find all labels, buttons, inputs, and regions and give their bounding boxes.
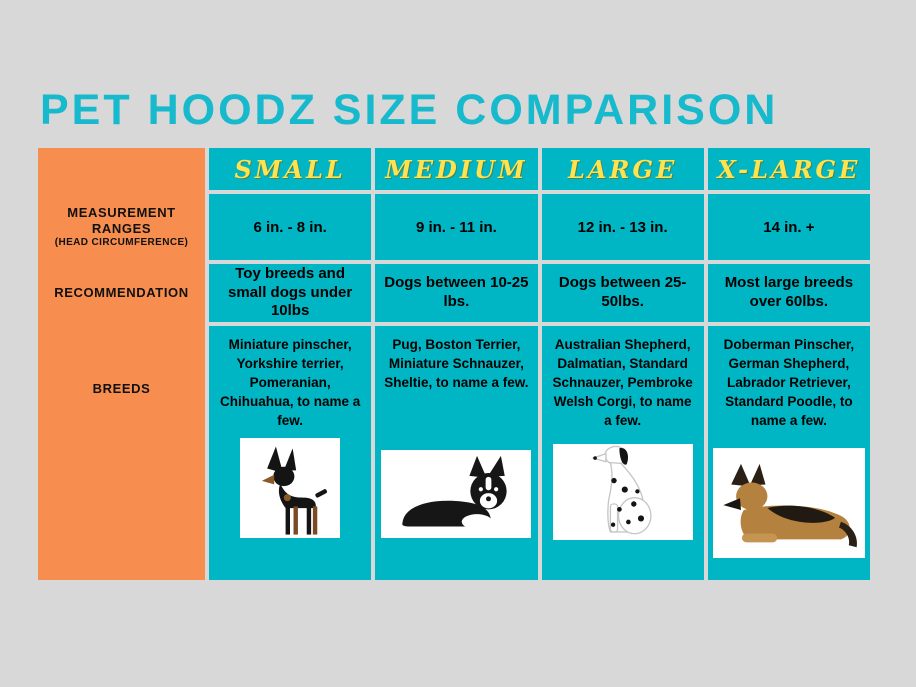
recommendation-small: Toy breeds and small dogs under 10lbs <box>209 264 372 322</box>
german-shepherd-photo <box>712 448 865 558</box>
row-label-measurement: MEASUREMENT RANGES (HEAD CIRCUMFERENCE) <box>38 194 205 260</box>
breeds-xlarge-text: Doberman Pinscher, German Shepherd, Labr… <box>723 337 855 428</box>
boston-terrier-icon <box>402 455 508 530</box>
range-xlarge: 14 in. + <box>707 194 870 260</box>
column-header-medium: MEDIUM <box>375 148 538 190</box>
column-header-xlarge: X-LARGE <box>707 148 870 190</box>
miniature-pinscher-photo <box>240 438 341 538</box>
breeds-xlarge: Doberman Pinscher, German Shepherd, Labr… <box>707 326 870 580</box>
breeds-medium-text: Pug, Boston Terrier, Miniature Schnauzer… <box>384 337 529 390</box>
recommendation-medium: Dogs between 10-25 lbs. <box>375 264 538 322</box>
size-comparison-table: MEASUREMENT RANGES (HEAD CIRCUMFERENCE) … <box>38 148 870 580</box>
range-small: 6 in. - 8 in. <box>209 194 372 260</box>
breeds-large-text: Australian Shepherd, Dalmatian, Standard… <box>552 337 693 428</box>
recommendation-large: Dogs between 25-50lbs. <box>541 264 704 322</box>
german-shepherd-icon <box>723 463 857 548</box>
row-labels-column: MEASUREMENT RANGES (HEAD CIRCUMFERENCE) … <box>38 148 205 580</box>
breeds-small-text: Miniature pinscher, Yorkshire terrier, P… <box>219 337 361 428</box>
column-header-large: LARGE <box>541 148 704 190</box>
range-large: 12 in. - 13 in. <box>541 194 704 260</box>
column-header-small: SMALL <box>209 148 372 190</box>
breeds-medium: Pug, Boston Terrier, Miniature Schnauzer… <box>375 326 538 580</box>
row-label-breeds: BREEDS <box>92 381 151 396</box>
boston-terrier-photo <box>381 450 532 538</box>
dalmatian-icon <box>590 445 652 535</box>
measurement-ranges-label: MEASUREMENT RANGES <box>67 204 176 236</box>
range-medium: 9 in. - 11 in. <box>375 194 538 260</box>
dalmatian-photo <box>552 444 693 540</box>
recommendation-xlarge: Most large breeds over 60lbs. <box>707 264 870 322</box>
miniature-pinscher-icon <box>261 446 328 535</box>
breeds-small: Miniature pinscher, Yorkshire terrier, P… <box>209 326 372 580</box>
page-title: PET HOODZ SIZE COMPARISON <box>40 86 779 134</box>
head-circumference-label: (HEAD CIRCUMFERENCE) <box>54 237 189 249</box>
breeds-large: Australian Shepherd, Dalmatian, Standard… <box>541 326 704 580</box>
label-spacer <box>38 148 205 190</box>
row-label-recommendation: RECOMMENDATION <box>54 284 189 300</box>
